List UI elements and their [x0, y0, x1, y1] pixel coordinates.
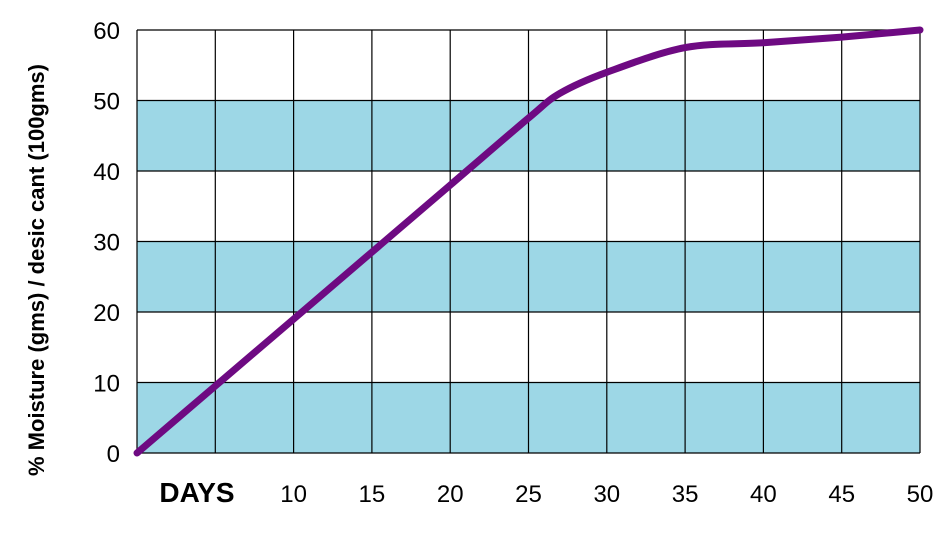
x-tick-label-25: 25: [515, 481, 542, 508]
y-tick-label-40: 40: [93, 159, 120, 186]
x-tick-label-20: 20: [437, 481, 464, 508]
y-tick-label-10: 10: [93, 371, 120, 398]
y-tick-label-50: 50: [93, 89, 120, 116]
x-tick-label-15: 15: [359, 481, 386, 508]
y-tick-labels: 0 10 20 30 40 50 60: [93, 18, 120, 468]
x-tick-label-45: 45: [828, 481, 855, 508]
y-tick-label-60: 60: [93, 18, 120, 45]
x-tick-label-40: 40: [750, 481, 777, 508]
y-axis-title: % Moisture (gms) / desic cant (100gms): [24, 64, 49, 476]
x-tick-label-35: 35: [672, 481, 699, 508]
x-tick-label-30: 30: [593, 481, 620, 508]
y-tick-label-30: 30: [93, 230, 120, 257]
x-tick-labels: 10 15 20 25 30 35 40 45 50: [280, 481, 933, 508]
x-axis-title: DAYS: [159, 477, 234, 508]
x-tick-label-10: 10: [280, 481, 307, 508]
y-tick-label-0: 0: [107, 441, 120, 468]
y-tick-label-20: 20: [93, 300, 120, 327]
x-tick-label-50: 50: [907, 481, 934, 508]
